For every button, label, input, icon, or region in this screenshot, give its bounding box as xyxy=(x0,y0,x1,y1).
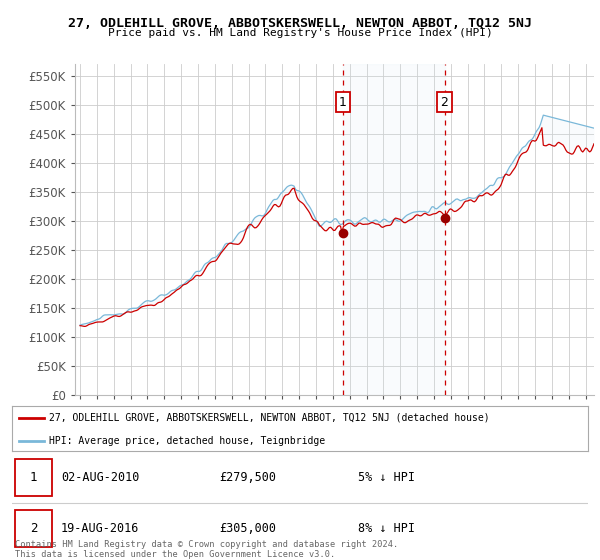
Text: HPI: Average price, detached house, Teignbridge: HPI: Average price, detached house, Teig… xyxy=(49,436,326,446)
Text: Price paid vs. HM Land Registry's House Price Index (HPI): Price paid vs. HM Land Registry's House … xyxy=(107,28,493,38)
Text: 27, ODLEHILL GROVE, ABBOTSKERSWELL, NEWTON ABBOT, TQ12 5NJ (detached house): 27, ODLEHILL GROVE, ABBOTSKERSWELL, NEWT… xyxy=(49,413,490,423)
Text: 2: 2 xyxy=(30,522,37,535)
FancyBboxPatch shape xyxy=(15,510,52,547)
Text: Contains HM Land Registry data © Crown copyright and database right 2024.
This d: Contains HM Land Registry data © Crown c… xyxy=(15,540,398,559)
Text: 27, ODLEHILL GROVE, ABBOTSKERSWELL, NEWTON ABBOT, TQ12 5NJ: 27, ODLEHILL GROVE, ABBOTSKERSWELL, NEWT… xyxy=(68,17,532,30)
Text: 1: 1 xyxy=(338,96,347,109)
Text: 8% ↓ HPI: 8% ↓ HPI xyxy=(358,522,415,535)
Text: 1: 1 xyxy=(30,471,37,484)
Text: 2: 2 xyxy=(440,96,448,109)
Text: 19-AUG-2016: 19-AUG-2016 xyxy=(61,522,139,535)
Bar xyxy=(343,64,445,395)
Text: £279,500: £279,500 xyxy=(220,471,277,484)
Text: 02-AUG-2010: 02-AUG-2010 xyxy=(61,471,139,484)
Text: £305,000: £305,000 xyxy=(220,522,277,535)
FancyBboxPatch shape xyxy=(15,459,52,496)
Text: 5% ↓ HPI: 5% ↓ HPI xyxy=(358,471,415,484)
